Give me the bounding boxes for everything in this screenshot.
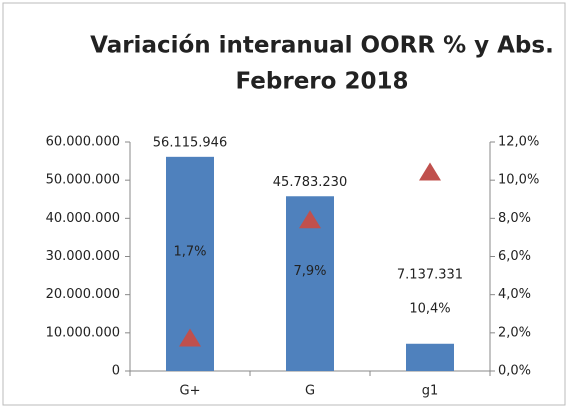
y-tick-label: 50.000.000	[46, 173, 120, 188]
y-tick-label: 40.000.000	[46, 211, 120, 226]
triangle-marker	[419, 162, 441, 181]
y-tick-label: 10.000.000	[46, 325, 120, 340]
data-label: 7.137.331	[397, 268, 463, 283]
y-tick-label: 30.000.000	[46, 249, 120, 264]
x-tick-label: G+	[180, 384, 201, 399]
triangle-marker	[299, 210, 321, 229]
triangle-marker	[179, 328, 201, 347]
y2-tick-label: 8,0%	[498, 211, 531, 226]
x-tick-label: G	[305, 384, 315, 399]
y2-tick-label: 0,0%	[498, 364, 531, 379]
y-tick-label: 60.000.000	[46, 135, 120, 150]
y2-tick-label: 12,0%	[498, 135, 539, 150]
data-label: 45.783.230	[273, 175, 347, 190]
chart-subtitle: Febrero 2018	[236, 69, 409, 95]
y-tick-label: 20.000.000	[46, 287, 120, 302]
x-tick-label: g1	[422, 384, 439, 399]
y2-tick-label: 4,0%	[498, 287, 531, 302]
bar	[406, 343, 454, 371]
y2-tick-label: 6,0%	[498, 249, 531, 264]
data-label: 7,9%	[293, 264, 326, 279]
data-label: 1,7%	[173, 244, 206, 259]
data-label: 10,4%	[409, 302, 450, 317]
chart-title: Variación interanual OORR % y Abs.	[90, 33, 554, 59]
chart-frame	[2, 2, 566, 406]
y-tick-label: 0	[112, 364, 120, 379]
y2-tick-label: 10,0%	[498, 173, 539, 188]
y2-tick-label: 2,0%	[498, 325, 531, 340]
data-label: 56.115.946	[153, 135, 227, 150]
